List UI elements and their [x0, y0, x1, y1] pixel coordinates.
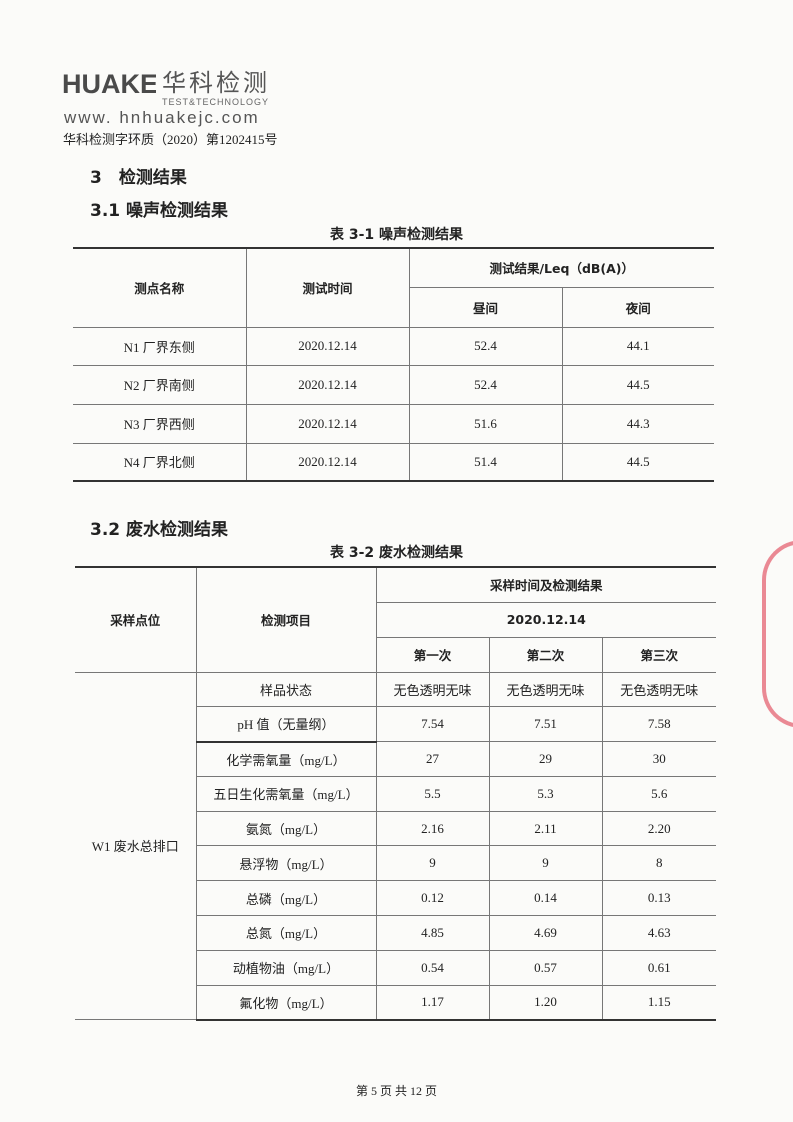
- cell-value: 7.54: [375, 706, 490, 743]
- header-result: 测试结果/Leq（dB(A)）: [408, 247, 715, 288]
- header-result: 采样时间及检测结果: [375, 566, 716, 603]
- header-first: 第一次: [376, 636, 490, 673]
- website: www. hnhuakejc.com: [64, 108, 260, 127]
- table-row: N1 厂界东侧 2020.12.14 52.4 44.1: [73, 326, 715, 366]
- cell-value: 0.12: [375, 880, 490, 917]
- cell-value: 0.61: [601, 949, 716, 986]
- cell-value: 0.13: [601, 880, 716, 917]
- cell-night: 44.5: [561, 364, 715, 405]
- cell-time: 2020.12.14: [245, 442, 410, 482]
- cell-value: 1.15: [601, 984, 716, 1021]
- cell-time: 2020.12.14: [245, 403, 410, 444]
- cell-value: 5.6: [601, 775, 716, 812]
- cell-value: 7.58: [601, 706, 716, 743]
- cell-value: 无色透明无味: [375, 671, 490, 708]
- cell-night: 44.1: [561, 326, 715, 366]
- table-row: 氟化物（mg/L） 1.17 1.20 1.15: [75, 984, 716, 1021]
- noise-table-caption: 表 3-1 噪声检测结果: [329, 227, 464, 243]
- cell-night: 44.3: [561, 403, 715, 444]
- document-number: 华科检测字环质（2020）第1202415号: [63, 132, 278, 147]
- cell-value: 0.57: [488, 949, 603, 986]
- cell-point: N4 厂界北侧: [73, 442, 247, 482]
- header-day: 昼间: [409, 286, 563, 328]
- cell-value: 0.14: [488, 880, 603, 917]
- cell-value: 无色透明无味: [488, 671, 603, 708]
- cell-time: 2020.12.14: [245, 364, 410, 405]
- table-row: 氨氮（mg/L） 2.16 2.11 2.20: [75, 810, 716, 847]
- wastewater-table: 采样点位 检测项目 采样时间及检测结果 2020.12.14 第一次 第二次 第…: [75, 566, 716, 1021]
- table-row: N3 厂界西侧 2020.12.14 51.6 44.3: [73, 403, 715, 444]
- cell-value: 2.11: [488, 810, 603, 847]
- cell-value: 1.20: [488, 984, 603, 1021]
- cell-day: 51.6: [408, 403, 563, 444]
- logo-english-tagline: TEST&TECHNOLOGY: [162, 97, 270, 107]
- noise-table: 测点名称 测试时间 测试结果/Leq（dB(A)） 昼间 夜间 N1 厂界东侧 2…: [73, 247, 715, 482]
- company-logo: HUAKE: [62, 69, 156, 99]
- cell-day: 51.4: [408, 442, 563, 482]
- cell-value: 2.20: [601, 810, 716, 847]
- logo-chinese-name: 华科检测: [162, 69, 270, 97]
- cell-value: 27: [375, 741, 490, 777]
- cell-point: N3 厂界西侧: [73, 403, 247, 444]
- section-title: 3 检测结果: [90, 168, 187, 188]
- cell-value: 5.3: [488, 775, 603, 812]
- cell-point: N2 厂界南侧: [73, 364, 247, 405]
- table-row: 悬浮物（mg/L） 9 9 8: [75, 845, 716, 882]
- cell-value: 4.63: [601, 915, 716, 951]
- cell-item: 悬浮物（mg/L）: [196, 845, 377, 882]
- cell-item: 五日生化需氧量（mg/L）: [196, 775, 377, 812]
- table-row: W1 废水总排口 样品状态 无色透明无味 无色透明无味 无色透明无味: [75, 671, 716, 1021]
- cell-value: 29: [488, 741, 603, 777]
- cell-day: 52.4: [408, 364, 563, 405]
- header-time: 测试时间: [245, 247, 410, 328]
- cell-item: 样品状态: [195, 671, 377, 708]
- cell-night: 44.5: [561, 442, 715, 482]
- cell-item: 化学需氧量（mg/L）: [196, 741, 377, 777]
- cell-value: 9: [375, 845, 490, 882]
- wastewater-heading: 3.2 废水检测结果: [90, 520, 229, 540]
- cell-value: 无色透明无味: [601, 671, 716, 708]
- cell-item: 总氮（mg/L）: [196, 915, 377, 951]
- header-third: 第三次: [601, 636, 716, 673]
- wastewater-table-caption: 表 3-2 废水检测结果: [329, 545, 464, 561]
- cell-value: 2.16: [375, 810, 490, 847]
- cell-value: 9: [488, 845, 603, 882]
- header-item: 检测项目: [195, 566, 377, 673]
- cell-item: 总磷（mg/L）: [196, 880, 377, 917]
- table-row: 化学需氧量（mg/L） 27 29 30: [75, 741, 716, 777]
- red-seal-stamp: [762, 540, 793, 728]
- cell-item: 氨氮（mg/L）: [196, 810, 377, 847]
- header-point: 测点名称: [73, 247, 247, 328]
- cell-point: N1 厂界东侧: [73, 326, 247, 366]
- header-date: 2020.12.14: [376, 601, 716, 638]
- page-number: 第 5 页 共 12 页: [355, 1084, 437, 1098]
- cell-site: W1 废水总排口: [75, 671, 197, 1021]
- cell-day: 52.4: [408, 326, 563, 366]
- header-night: 夜间: [561, 286, 715, 328]
- cell-value: 5.5: [375, 775, 490, 812]
- cell-item: 动植物油（mg/L）: [196, 949, 377, 986]
- cell-item: pH 值（无量纲）: [196, 706, 377, 743]
- table-row: N4 厂界北侧 2020.12.14 51.4 44.5: [73, 442, 715, 482]
- table-row: N2 厂界南侧 2020.12.14 52.4 44.5: [73, 364, 715, 405]
- cell-time: 2020.12.14: [245, 326, 410, 366]
- cell-value: 4.69: [488, 915, 603, 951]
- header-site: 采样点位: [75, 566, 197, 673]
- cell-item: 氟化物（mg/L）: [196, 984, 377, 1021]
- cell-value: 7.51: [488, 706, 603, 743]
- noise-heading: 3.1 噪声检测结果: [90, 201, 229, 221]
- cell-value: 0.54: [375, 949, 490, 986]
- cell-value: 30: [601, 741, 716, 777]
- cell-value: 4.85: [375, 915, 490, 951]
- header-second: 第二次: [488, 636, 603, 673]
- cell-value: 1.17: [375, 984, 490, 1021]
- table-row: 五日生化需氧量（mg/L） 5.5 5.3 5.6: [75, 775, 716, 812]
- cell-value: 8: [601, 845, 716, 882]
